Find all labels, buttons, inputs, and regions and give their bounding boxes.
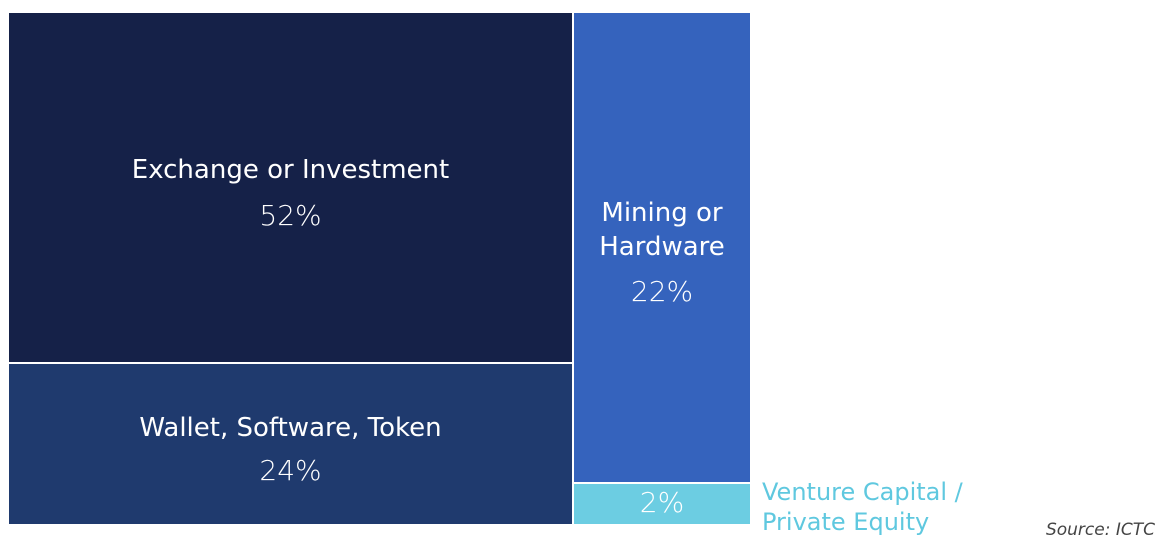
source-note: Source: ICTC (1045, 520, 1155, 540)
treemap-cell-exchange-or-investment: Exchange or Investment 52% (9, 13, 572, 362)
category-label-external: Venture Capital / Private Equity (762, 478, 963, 536)
category-label: Exchange or Investment (131, 155, 450, 185)
category-label: Mining or Hardware (599, 198, 725, 262)
value-label: 24% (259, 454, 322, 487)
treemap-cell-wallet-software-token: Wallet, Software, Token 24% (9, 364, 572, 524)
value-label: 22% (630, 275, 694, 308)
value-label: 52% (259, 199, 322, 232)
value-label: 2% (639, 486, 685, 519)
treemap-cell-venture-capital-private-equity: 2% (574, 484, 750, 524)
treemap-cell-mining-or-hardware: Mining or Hardware 22% (574, 13, 750, 482)
category-label: Wallet, Software, Token (139, 413, 442, 443)
